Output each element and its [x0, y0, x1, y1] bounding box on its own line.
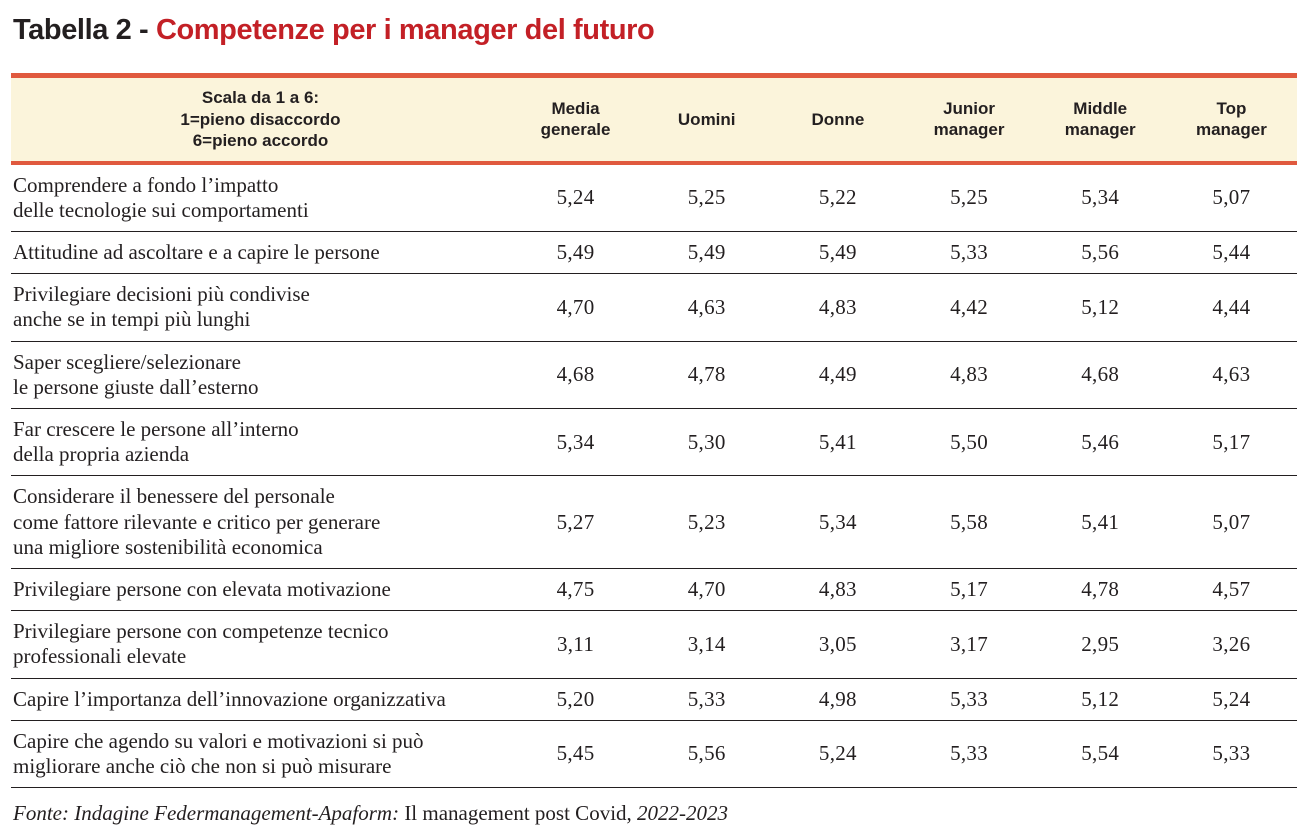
- col-header-middle-manager: Middle manager: [1034, 72, 1166, 165]
- cell-value: 5,58: [903, 475, 1035, 569]
- scale-note: Scala da 1 a 6: 1=pieno disaccordo 6=pie…: [11, 72, 510, 165]
- cell-value: 4,78: [641, 341, 773, 410]
- table-row: Attitudine ad ascoltare e a capire le pe…: [11, 231, 1297, 275]
- cell-value: 4,63: [1165, 341, 1297, 410]
- cell-value: 5,56: [641, 720, 773, 789]
- source-note-regular: Il management post Covid,: [399, 801, 638, 826]
- cell-value: 4,57: [1165, 568, 1297, 612]
- row-label: Privilegiare decisioni più condivise anc…: [11, 273, 510, 342]
- row-label: Attitudine ad ascoltare e a capire le pe…: [11, 231, 510, 275]
- cell-value: 3,26: [1165, 610, 1297, 679]
- cell-value: 5,07: [1165, 162, 1297, 233]
- table-body: Comprendere a fondo l’impatto delle tecn…: [11, 162, 1297, 789]
- cell-value: 3,11: [509, 610, 642, 679]
- cell-value: 3,17: [903, 610, 1035, 679]
- table-row: Considerare il benessere del personale c…: [11, 475, 1297, 569]
- cell-value: 5,07: [1165, 475, 1297, 569]
- cell-value: 5,49: [641, 231, 773, 275]
- cell-value: 5,34: [1034, 162, 1166, 233]
- table-row: Saper scegliere/selezionare le persone g…: [11, 341, 1297, 410]
- cell-value: 5,20: [509, 678, 642, 721]
- cell-value: 5,46: [1034, 408, 1166, 477]
- cell-value: 4,68: [509, 341, 642, 410]
- cell-value: 5,12: [1034, 273, 1166, 342]
- cell-value: 5,24: [509, 162, 642, 233]
- row-label: Capire che agendo su valori e motivazion…: [11, 720, 510, 789]
- col-header-donne: Donne: [772, 72, 904, 165]
- cell-value: 5,23: [641, 475, 773, 569]
- cell-value: 5,33: [903, 720, 1035, 789]
- table-row: Capire che agendo su valori e motivazion…: [11, 720, 1297, 789]
- cell-value: 4,83: [903, 341, 1035, 410]
- cell-value: 5,33: [1165, 720, 1297, 789]
- source-note: Fonte: Indagine Federmanagement-Apaform:…: [11, 788, 1297, 826]
- cell-value: 4,98: [772, 678, 904, 721]
- cell-value: 5,34: [772, 475, 904, 569]
- table-row: Far crescere le persone all’interno dell…: [11, 408, 1297, 477]
- cell-value: 4,75: [509, 568, 642, 612]
- cell-value: 4,68: [1034, 341, 1166, 410]
- title-highlight: Competenze per i manager del futuro: [155, 14, 655, 46]
- col-header-top-manager: Top manager: [1165, 72, 1297, 165]
- cell-value: 5,45: [509, 720, 642, 789]
- table-row: Privilegiare persone con competenze tecn…: [11, 610, 1297, 679]
- cell-value: 5,17: [1165, 408, 1297, 477]
- row-label: Far crescere le persone all’interno dell…: [11, 408, 510, 477]
- col-header-junior-manager: Junior manager: [903, 72, 1035, 165]
- row-label: Capire l’importanza dell’innovazione org…: [11, 678, 510, 721]
- source-note-italic-2: 2022-2023: [637, 801, 729, 826]
- cell-value: 4,44: [1165, 273, 1297, 342]
- row-label: Privilegiare persone con competenze tecn…: [11, 610, 510, 679]
- col-header-uomini: Uomini: [641, 72, 773, 165]
- cell-value: 5,12: [1034, 678, 1166, 721]
- cell-value: 5,30: [641, 408, 773, 477]
- competencies-table: Scala da 1 a 6: 1=pieno disaccordo 6=pie…: [11, 72, 1297, 789]
- cell-value: 5,34: [509, 408, 642, 477]
- cell-value: 5,17: [903, 568, 1035, 612]
- title-prefix: Tabella 2 -: [13, 14, 156, 46]
- cell-value: 5,56: [1034, 231, 1166, 275]
- cell-value: 5,41: [772, 408, 904, 477]
- cell-value: 4,49: [772, 341, 904, 410]
- page-title: Tabella 2 - Competenze per i manager del…: [13, 14, 1297, 47]
- cell-value: 4,42: [903, 273, 1035, 342]
- row-label: Comprendere a fondo l’impatto delle tecn…: [11, 162, 510, 233]
- cell-value: 4,63: [641, 273, 773, 342]
- table-row: Capire l’importanza dell’innovazione org…: [11, 678, 1297, 721]
- cell-value: 5,49: [509, 231, 642, 275]
- cell-value: 2,95: [1034, 610, 1166, 679]
- cell-value: 3,05: [772, 610, 904, 679]
- row-label: Privilegiare persone con elevata motivaz…: [11, 568, 510, 612]
- cell-value: 5,33: [903, 231, 1035, 275]
- table-row: Privilegiare decisioni più condivise anc…: [11, 273, 1297, 342]
- row-label: Saper scegliere/selezionare le persone g…: [11, 341, 510, 410]
- cell-value: 5,49: [772, 231, 904, 275]
- cell-value: 5,33: [641, 678, 773, 721]
- cell-value: 5,25: [903, 162, 1035, 233]
- cell-value: 5,33: [903, 678, 1035, 721]
- cell-value: 5,41: [1034, 475, 1166, 569]
- cell-value: 5,44: [1165, 231, 1297, 275]
- cell-value: 4,78: [1034, 568, 1166, 612]
- table-row: Privilegiare persone con elevata motivaz…: [11, 568, 1297, 612]
- cell-value: 5,50: [903, 408, 1035, 477]
- col-header-media-generale: Media generale: [509, 72, 642, 165]
- cell-value: 4,83: [772, 273, 904, 342]
- cell-value: 5,24: [1165, 678, 1297, 721]
- source-note-italic-1: Fonte: Indagine Federmanagement-Apaform:: [13, 801, 400, 826]
- cell-value: 4,83: [772, 568, 904, 612]
- cell-value: 4,70: [641, 568, 773, 612]
- row-label: Considerare il benessere del personale c…: [11, 475, 510, 569]
- cell-value: 3,14: [641, 610, 773, 679]
- cell-value: 5,54: [1034, 720, 1166, 789]
- table-row: Comprendere a fondo l’impatto delle tecn…: [11, 162, 1297, 233]
- cell-value: 5,22: [772, 162, 904, 233]
- cell-value: 5,24: [772, 720, 904, 789]
- cell-value: 5,25: [641, 162, 773, 233]
- table-header: Scala da 1 a 6: 1=pieno disaccordo 6=pie…: [11, 72, 1297, 165]
- header-row: Scala da 1 a 6: 1=pieno disaccordo 6=pie…: [11, 72, 1297, 165]
- cell-value: 4,70: [509, 273, 642, 342]
- cell-value: 5,27: [509, 475, 642, 569]
